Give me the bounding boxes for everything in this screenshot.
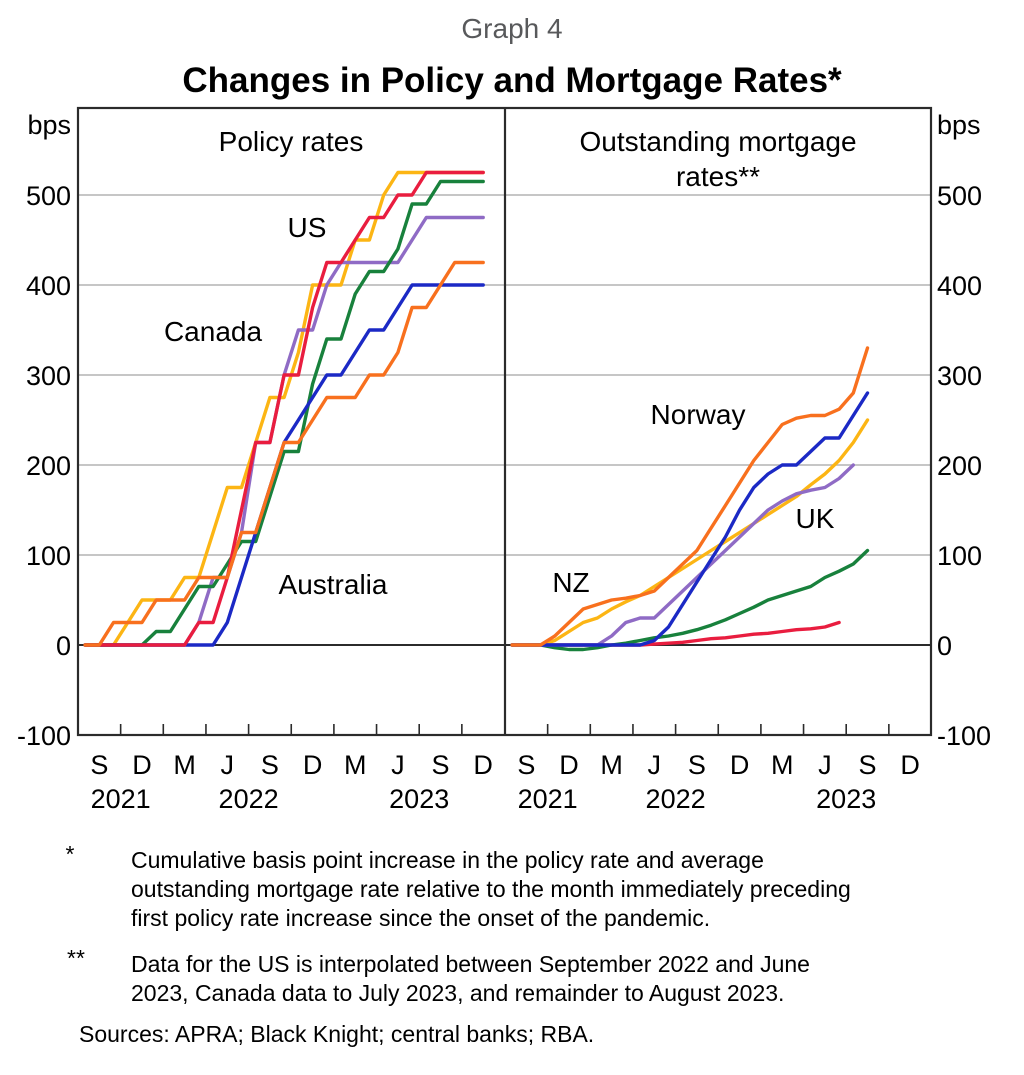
y-label-right--100: -100	[937, 721, 991, 751]
y-axis-unit-left: bps	[27, 110, 71, 140]
x-month-label-panel0-1: D	[132, 750, 152, 780]
x-month-label-panel0-2: M	[173, 750, 196, 780]
x-month-label-panel1-3: J	[648, 750, 662, 780]
footnote-1-line1: Cumulative basis point increase in the p…	[131, 847, 764, 873]
y-label-right-500: 500	[937, 181, 982, 211]
y-label-right-100: 100	[937, 541, 982, 571]
x-month-label-panel0-4: S	[261, 750, 279, 780]
y-label-left-400: 400	[26, 271, 71, 301]
footnote-1-line2: outstanding mortgage rate relative to th…	[131, 876, 851, 902]
footnote-2-line2: 2023, Canada data to July 2023, and rema…	[131, 980, 784, 1006]
footnote-2-line1: Data for the US is interpolated between …	[131, 951, 810, 977]
x-month-label-panel1-8: S	[859, 750, 877, 780]
footnote-1-marker: *	[66, 841, 75, 867]
series-label-us: US	[288, 212, 327, 243]
y-label-right-300: 300	[937, 361, 982, 391]
x-month-label-panel0-9: D	[473, 750, 493, 780]
footnote-2-marker: **	[67, 945, 85, 971]
mortgage-line-norway	[510, 346, 870, 647]
policy-line-nz	[83, 170, 485, 647]
x-month-label-panel1-4: S	[688, 750, 706, 780]
chart-title: Changes in Policy and Mortgage Rates*	[182, 61, 842, 100]
panel-title-mortgage-line2: rates**	[676, 161, 760, 192]
y-label-left-100: 100	[26, 541, 71, 571]
policy-line-us	[83, 170, 485, 647]
x-month-label-panel1-5: D	[730, 750, 750, 780]
x-year-label-panel1-2022: 2022	[646, 784, 706, 814]
series-label-uk: UK	[796, 503, 835, 534]
y-label-left-0: 0	[56, 631, 71, 661]
y-label-right-400: 400	[937, 271, 982, 301]
x-month-label-panel1-9: D	[900, 750, 920, 780]
graph-number: Graph 4	[461, 13, 562, 44]
x-month-label-panel1-0: S	[517, 750, 535, 780]
x-year-label-panel0-2023: 2023	[389, 784, 449, 814]
x-month-label-panel1-1: D	[559, 750, 579, 780]
x-month-label-panel0-6: M	[344, 750, 367, 780]
x-month-label-panel0-7: J	[391, 750, 405, 780]
x-month-label-panel1-6: M	[771, 750, 794, 780]
mortgage-line-australia	[510, 391, 870, 647]
x-month-label-panel0-5: D	[303, 750, 323, 780]
y-label-left-500: 500	[26, 181, 71, 211]
mortgage-line-nz	[510, 418, 870, 647]
y-axis-unit-right: bps	[937, 110, 981, 140]
x-month-label-panel0-0: S	[90, 750, 108, 780]
series-label-canada: Canada	[164, 316, 263, 347]
y-label-right-200: 200	[937, 451, 982, 481]
x-year-label-panel0-2022: 2022	[219, 784, 279, 814]
series-label-australia: Australia	[279, 569, 388, 600]
policy-line-norway	[83, 260, 485, 647]
x-month-label-panel1-2: M	[600, 750, 623, 780]
x-year-label-panel1-2021: 2021	[518, 784, 578, 814]
footnote-1-line3: first policy rate increase since the ons…	[131, 905, 710, 931]
y-label-left-200: 200	[26, 451, 71, 481]
y-label-right-0: 0	[937, 631, 952, 661]
data-series: US Canada Australia Norway NZ UK	[83, 170, 870, 652]
y-label-left--100: -100	[17, 721, 71, 751]
panel-title-policy: Policy rates	[219, 126, 364, 157]
x-month-label-panel1-7: J	[818, 750, 832, 780]
series-label-norway: Norway	[651, 399, 746, 430]
x-year-label-panel0-2021: 2021	[91, 784, 151, 814]
y-label-left-300: 300	[26, 361, 71, 391]
mortgage-line-uk	[510, 548, 870, 652]
panel-title-mortgage-line1: Outstanding mortgage	[579, 126, 856, 157]
series-label-nz: NZ	[552, 567, 589, 598]
x-month-label-panel0-3: J	[221, 750, 235, 780]
x-year-label-panel1-2023: 2023	[816, 784, 876, 814]
policy-line-uk	[83, 179, 485, 647]
x-month-label-panel0-8: S	[432, 750, 450, 780]
sources-line: Sources: APRA; Black Knight; central ban…	[79, 1021, 594, 1047]
